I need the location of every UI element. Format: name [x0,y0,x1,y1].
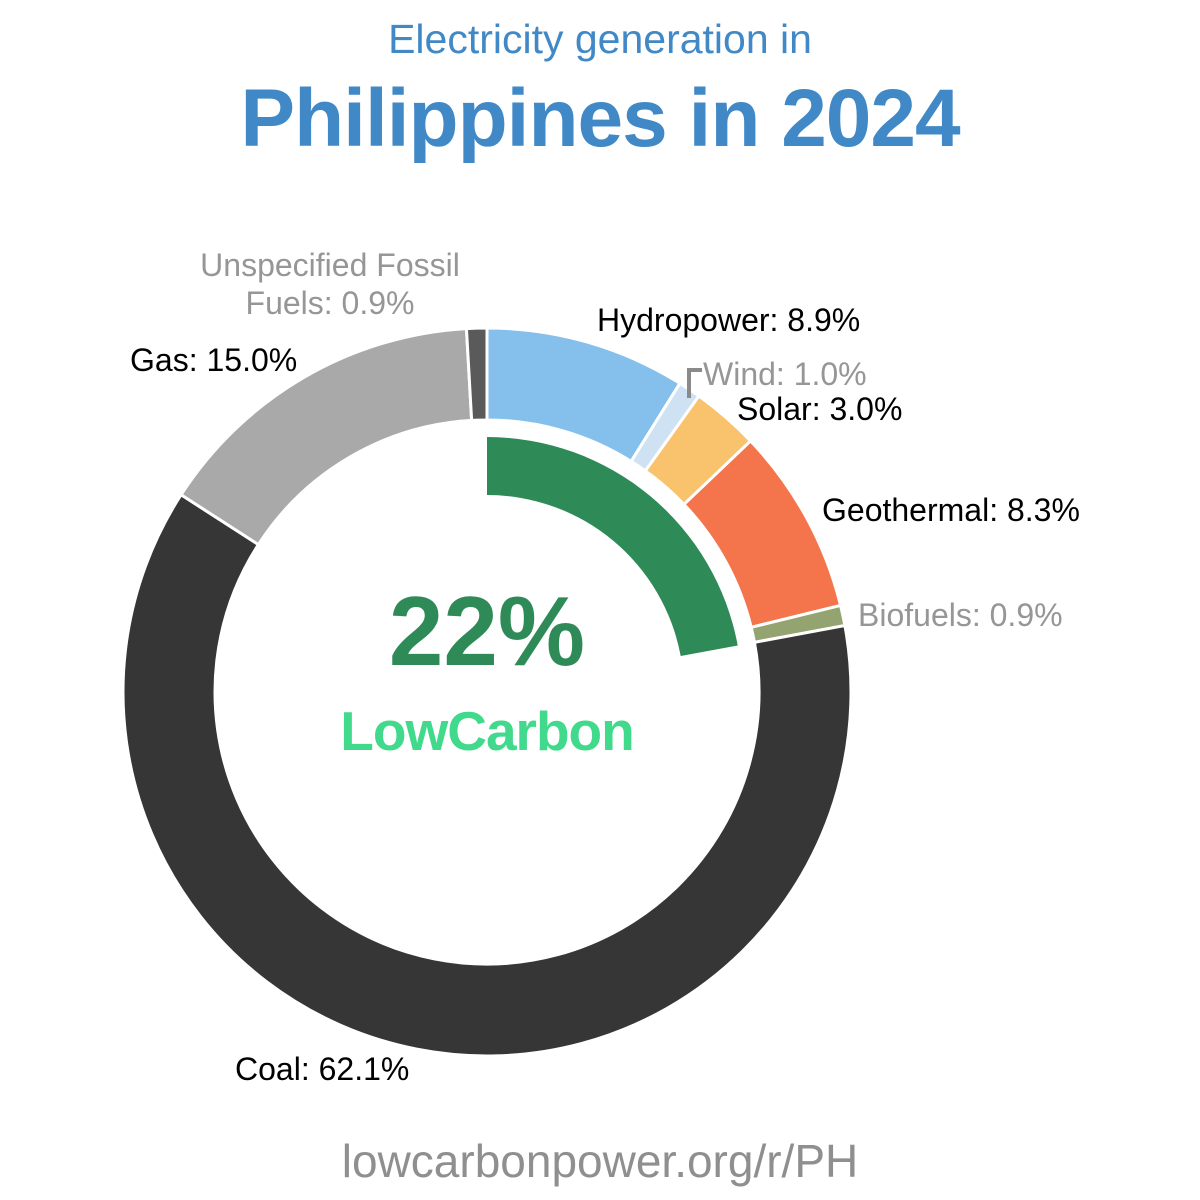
lowcarbon-share-arc [487,437,738,657]
chart-subtitle: Electricity generation in [388,16,812,62]
label-gas: Gas: 15.0% [130,342,298,378]
donut-segment-coal [121,492,853,1058]
donut-segment-unspecified_fossil_fuels [464,326,489,423]
label-geothermal: Geothermal: 8.3% [822,492,1080,528]
label-solar: Solar: 3.0% [737,391,903,427]
wind-leader-line [687,368,702,398]
lowcarbon-brand-label: LowCarbon [340,700,634,762]
lowcarbon-percentage: 22% [388,576,586,686]
source-url: lowcarbonpower.org/r/PH [341,1135,859,1187]
wind-label-text: Wind: 1.0% [703,356,867,392]
label-biofuels: Biofuels: 0.9% [858,597,1063,633]
label-unspecified-fossil-fuels: Unspecified Fossil Fuels: 0.9% [200,247,460,321]
page-title: Philippines in 2024 [240,73,960,164]
label-coal: Coal: 62.1% [235,1051,410,1087]
label-wind: Wind: 1.0% [687,356,867,398]
label-hydropower: Hydropower: 8.9% [597,302,861,338]
